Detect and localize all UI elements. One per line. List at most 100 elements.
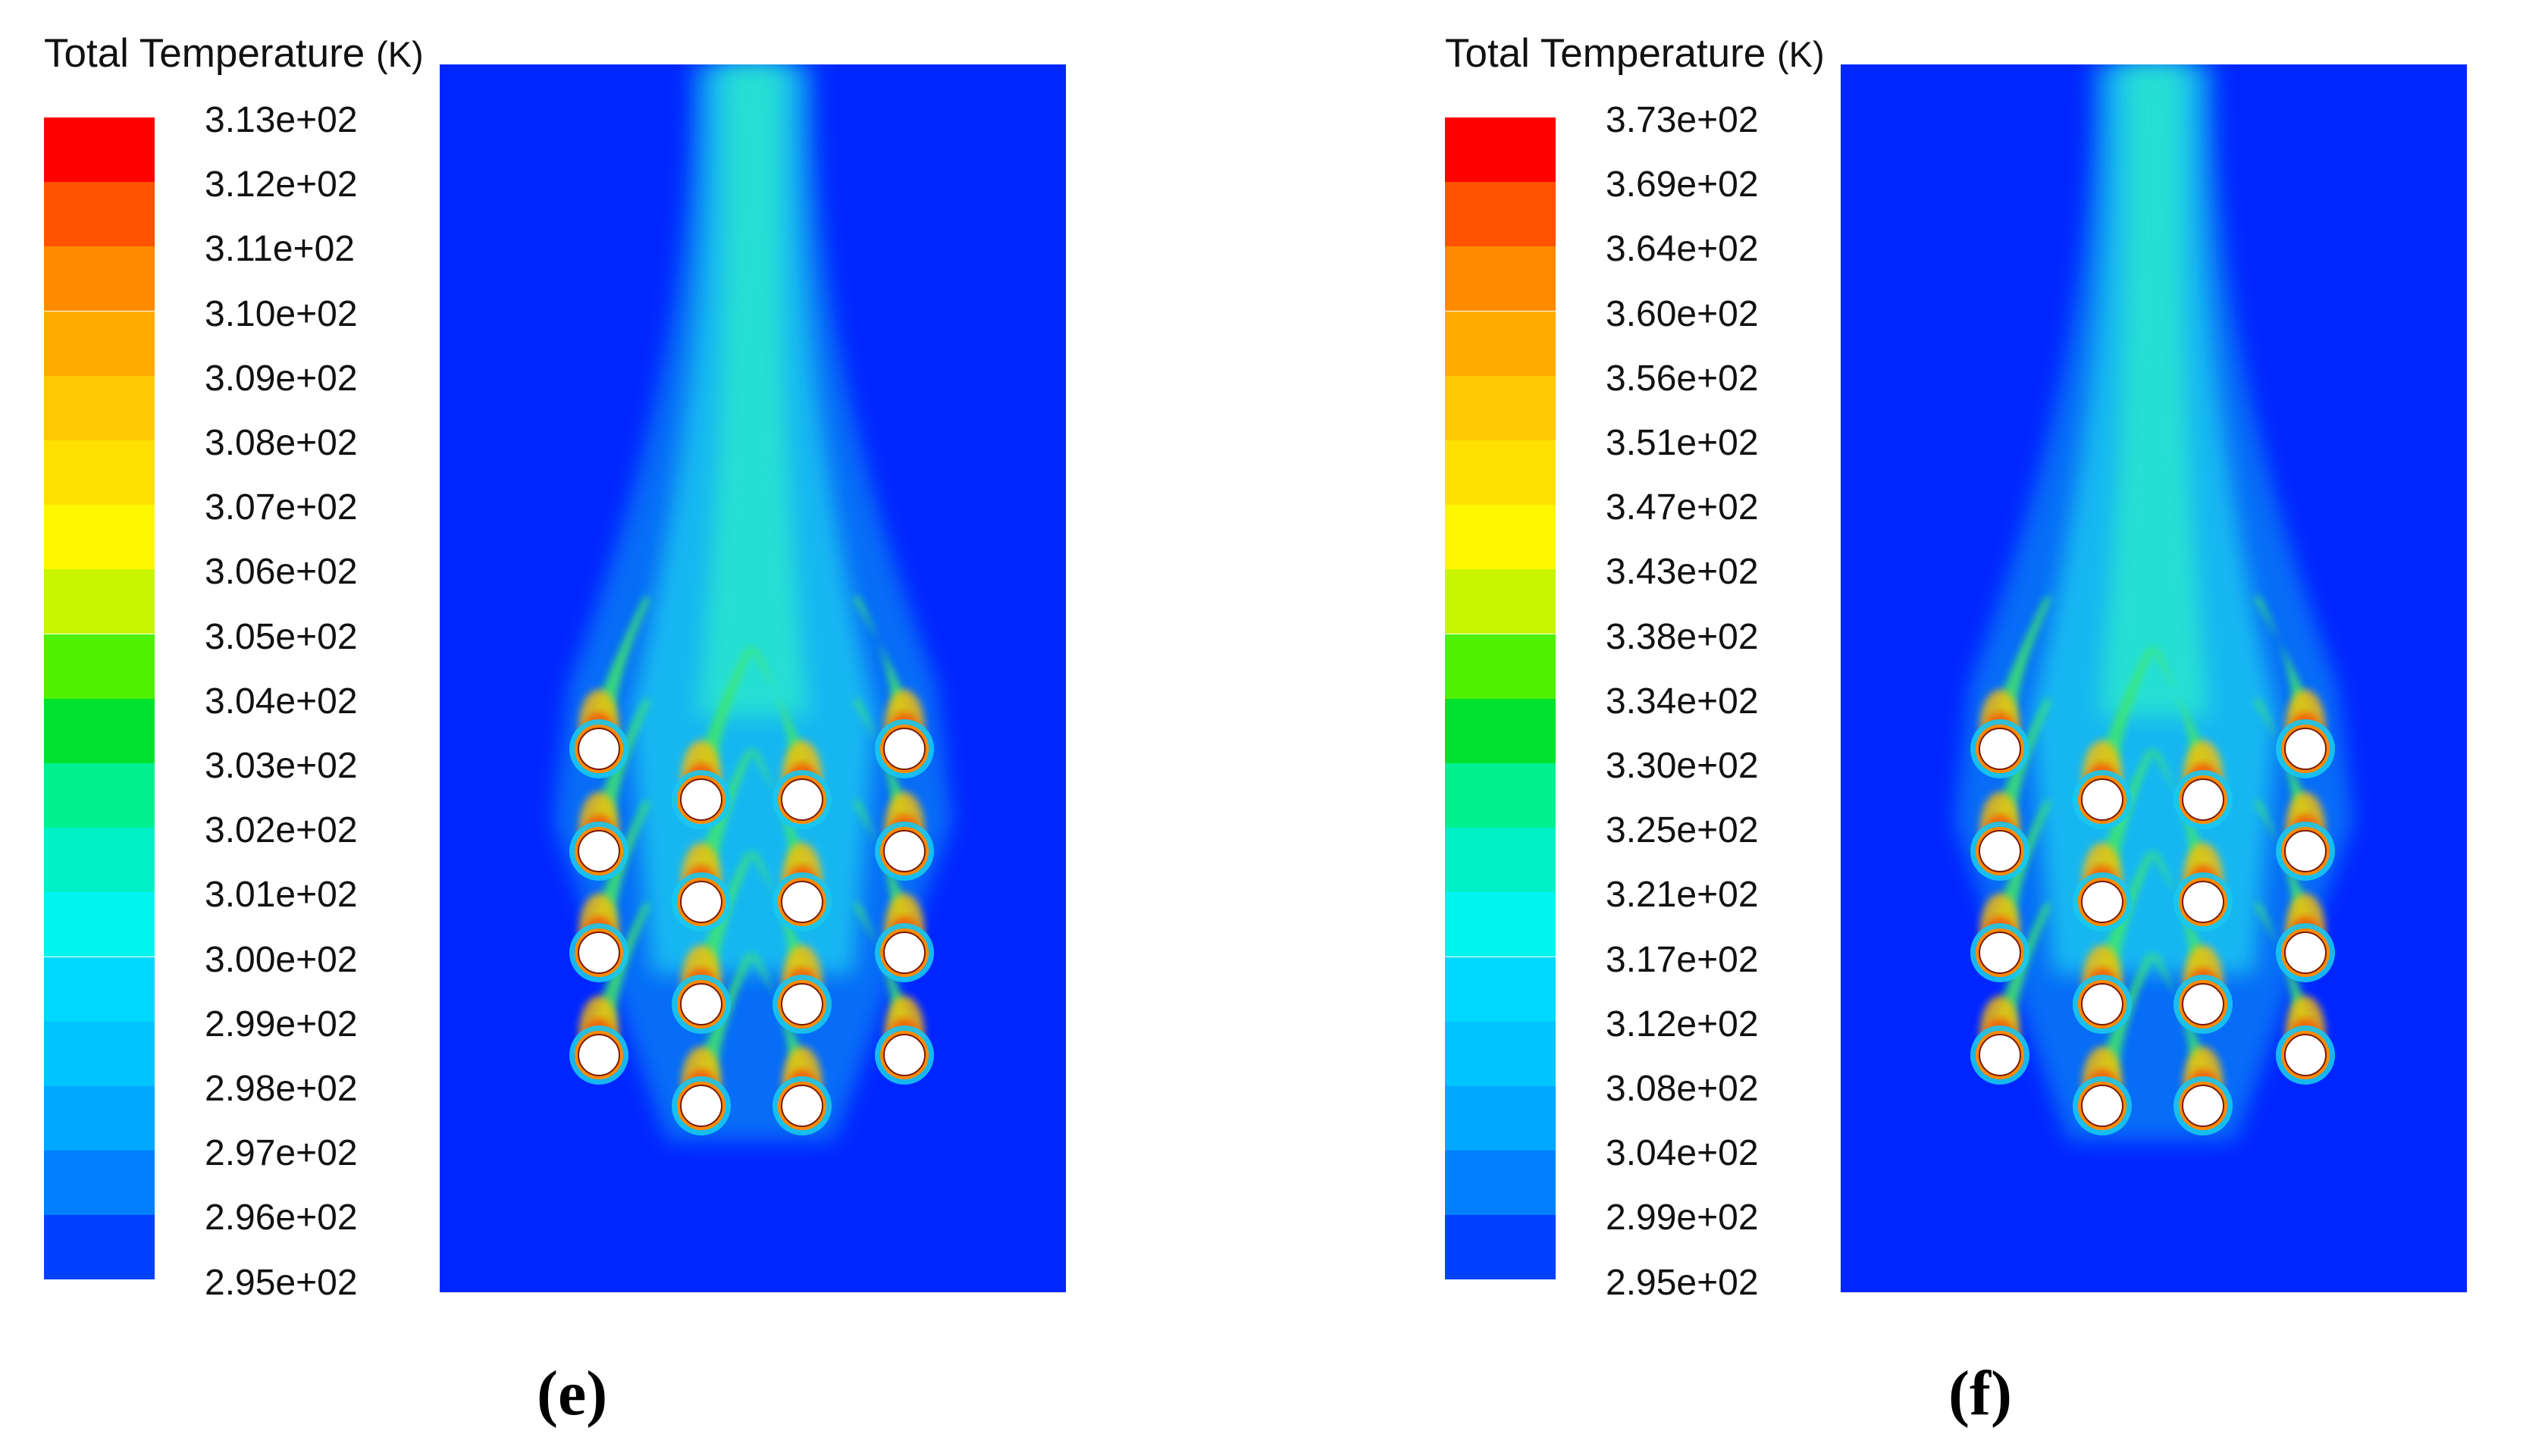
colorbar-tick-label: 2.99e+02 xyxy=(1606,1198,1759,1238)
colorbar-tick-label: 3.02e+02 xyxy=(205,810,358,851)
heated-tube xyxy=(781,778,823,821)
colorbar-band xyxy=(44,828,155,893)
colorbar-band xyxy=(44,182,155,247)
colorbar-band xyxy=(1445,246,1556,312)
colorbar-band xyxy=(44,569,155,634)
heated-tube xyxy=(2081,778,2123,821)
colorbar-band xyxy=(44,1086,155,1151)
colorbar-band xyxy=(44,698,155,763)
colorbar-band xyxy=(1445,505,1556,570)
colorbar-band xyxy=(1445,1086,1556,1151)
colorbar-band xyxy=(44,117,155,182)
colorbar-tick-label: 3.73e+02 xyxy=(1606,100,1759,140)
colorbar-title-text: Total Temperature xyxy=(1445,31,1766,76)
colorbar-band xyxy=(44,246,155,312)
heated-tube xyxy=(883,728,926,770)
heated-tube xyxy=(1979,830,2021,872)
colorbar-tick-label: 3.01e+02 xyxy=(205,875,358,916)
colorbar-tick-label: 3.07e+02 xyxy=(205,487,358,528)
colorbar-band xyxy=(44,505,155,570)
colorbar-tick-label: 3.51e+02 xyxy=(1606,423,1759,463)
heated-tube xyxy=(2284,830,2327,872)
heated-tube xyxy=(781,1085,823,1127)
colorbar-tick-label: 2.95e+02 xyxy=(1606,1262,1759,1303)
heated-tube xyxy=(1979,728,2021,770)
plume-core xyxy=(697,64,808,716)
heated-tube xyxy=(2182,778,2224,821)
colorbar-tick-label: 3.10e+02 xyxy=(205,293,358,334)
colorbar-tick-label: 3.21e+02 xyxy=(1606,875,1759,916)
colorbar-tick-label: 3.09e+02 xyxy=(205,358,358,399)
temperature-contour-plot xyxy=(1841,64,2467,1292)
heated-tube xyxy=(578,932,620,974)
colorbar-tick-label: 2.99e+02 xyxy=(205,1004,358,1044)
colorbar-tick-label: 3.13e+02 xyxy=(205,100,358,140)
colorbar-tick-label: 3.12e+02 xyxy=(1606,1004,1759,1044)
colorbar-tick-label: 3.56e+02 xyxy=(1606,358,1759,399)
heated-tube xyxy=(883,932,926,974)
colorbar-tick-label: 3.08e+02 xyxy=(205,423,358,463)
colorbar-tick-label: 3.69e+02 xyxy=(1606,164,1759,205)
colorbar-tick-label: 3.04e+02 xyxy=(1606,1133,1759,1174)
heated-tube xyxy=(1979,932,2021,974)
colorbar-band xyxy=(1445,182,1556,247)
colorbar-unit: (K) xyxy=(375,34,424,74)
heated-tube xyxy=(680,1085,722,1127)
panel-f: Total Temperature (K) 3.73e+02 3.69e+02 3.… xyxy=(1401,0,2548,1456)
heated-tube xyxy=(781,983,823,1025)
colorbar-band xyxy=(1445,763,1556,828)
heated-tube xyxy=(578,1034,620,1076)
heated-tube xyxy=(680,881,722,923)
colorbar-tick-label: 3.43e+02 xyxy=(1606,552,1759,593)
colorbar-band xyxy=(1445,569,1556,634)
colorbar-tick-label: 3.12e+02 xyxy=(205,164,358,205)
heated-tube xyxy=(1979,1034,2021,1076)
colorbar-band xyxy=(1445,440,1556,505)
panel-e: Total Temperature (K) 3.13e+02 3.12e+02 3.… xyxy=(44,31,1066,1429)
heated-tube xyxy=(2081,881,2123,923)
colorbar-title: Total Temperature (K) xyxy=(1445,30,1825,77)
heated-tube xyxy=(2081,1085,2123,1127)
colorbar-title-text: Total Temperature xyxy=(44,31,365,76)
heated-tube xyxy=(2182,1085,2224,1127)
heated-tube xyxy=(883,1034,926,1076)
colorbar-band xyxy=(44,892,155,957)
colorbar-tick-label: 2.97e+02 xyxy=(205,1133,358,1174)
colorbar-band xyxy=(44,1021,155,1086)
colorbar-band xyxy=(1445,892,1556,957)
heated-tube xyxy=(781,881,823,923)
colorbar-tick-label: 3.25e+02 xyxy=(1606,810,1759,851)
colorbar-band xyxy=(1445,634,1556,699)
panel-label: (e) xyxy=(537,1358,608,1429)
colorbar-tick-label: 3.30e+02 xyxy=(1606,746,1759,786)
colorbar-tick-label: 3.64e+02 xyxy=(1606,229,1759,270)
plume-core xyxy=(2098,64,2209,716)
colorbar-tick-label: 3.06e+02 xyxy=(205,552,358,593)
temperature-contour-plot xyxy=(440,64,1066,1292)
heated-tube xyxy=(2182,881,2224,923)
colorbar-band xyxy=(1445,1215,1556,1280)
colorbar-band xyxy=(1445,1151,1556,1216)
heated-tube xyxy=(578,830,620,872)
heated-tube xyxy=(2284,1034,2327,1076)
colorbar-tick-label: 3.03e+02 xyxy=(205,746,358,786)
heated-tube xyxy=(680,778,722,821)
heated-tube xyxy=(578,728,620,770)
heated-tube xyxy=(2182,983,2224,1025)
colorbar-band xyxy=(44,1215,155,1280)
colorbar-tick-label: 3.05e+02 xyxy=(205,616,358,657)
colorbar-band xyxy=(1445,957,1556,1022)
colorbar-band xyxy=(44,634,155,699)
heated-tube xyxy=(2081,983,2123,1025)
heated-tube xyxy=(2284,728,2327,770)
colorbar-tick-label: 2.96e+02 xyxy=(205,1198,358,1238)
heated-tube xyxy=(680,983,722,1025)
colorbar-band xyxy=(44,440,155,505)
colorbar-tick-label: 3.08e+02 xyxy=(1606,1069,1759,1109)
panel-label: (f) xyxy=(1948,1358,2012,1429)
colorbar-band xyxy=(44,957,155,1022)
colorbar-tick-label: 2.95e+02 xyxy=(205,1262,358,1303)
colorbar-tick-label: 3.38e+02 xyxy=(1606,616,1759,657)
colorbar-unit: (K) xyxy=(1776,34,1825,74)
colorbar-tick-label: 3.47e+02 xyxy=(1606,487,1759,528)
